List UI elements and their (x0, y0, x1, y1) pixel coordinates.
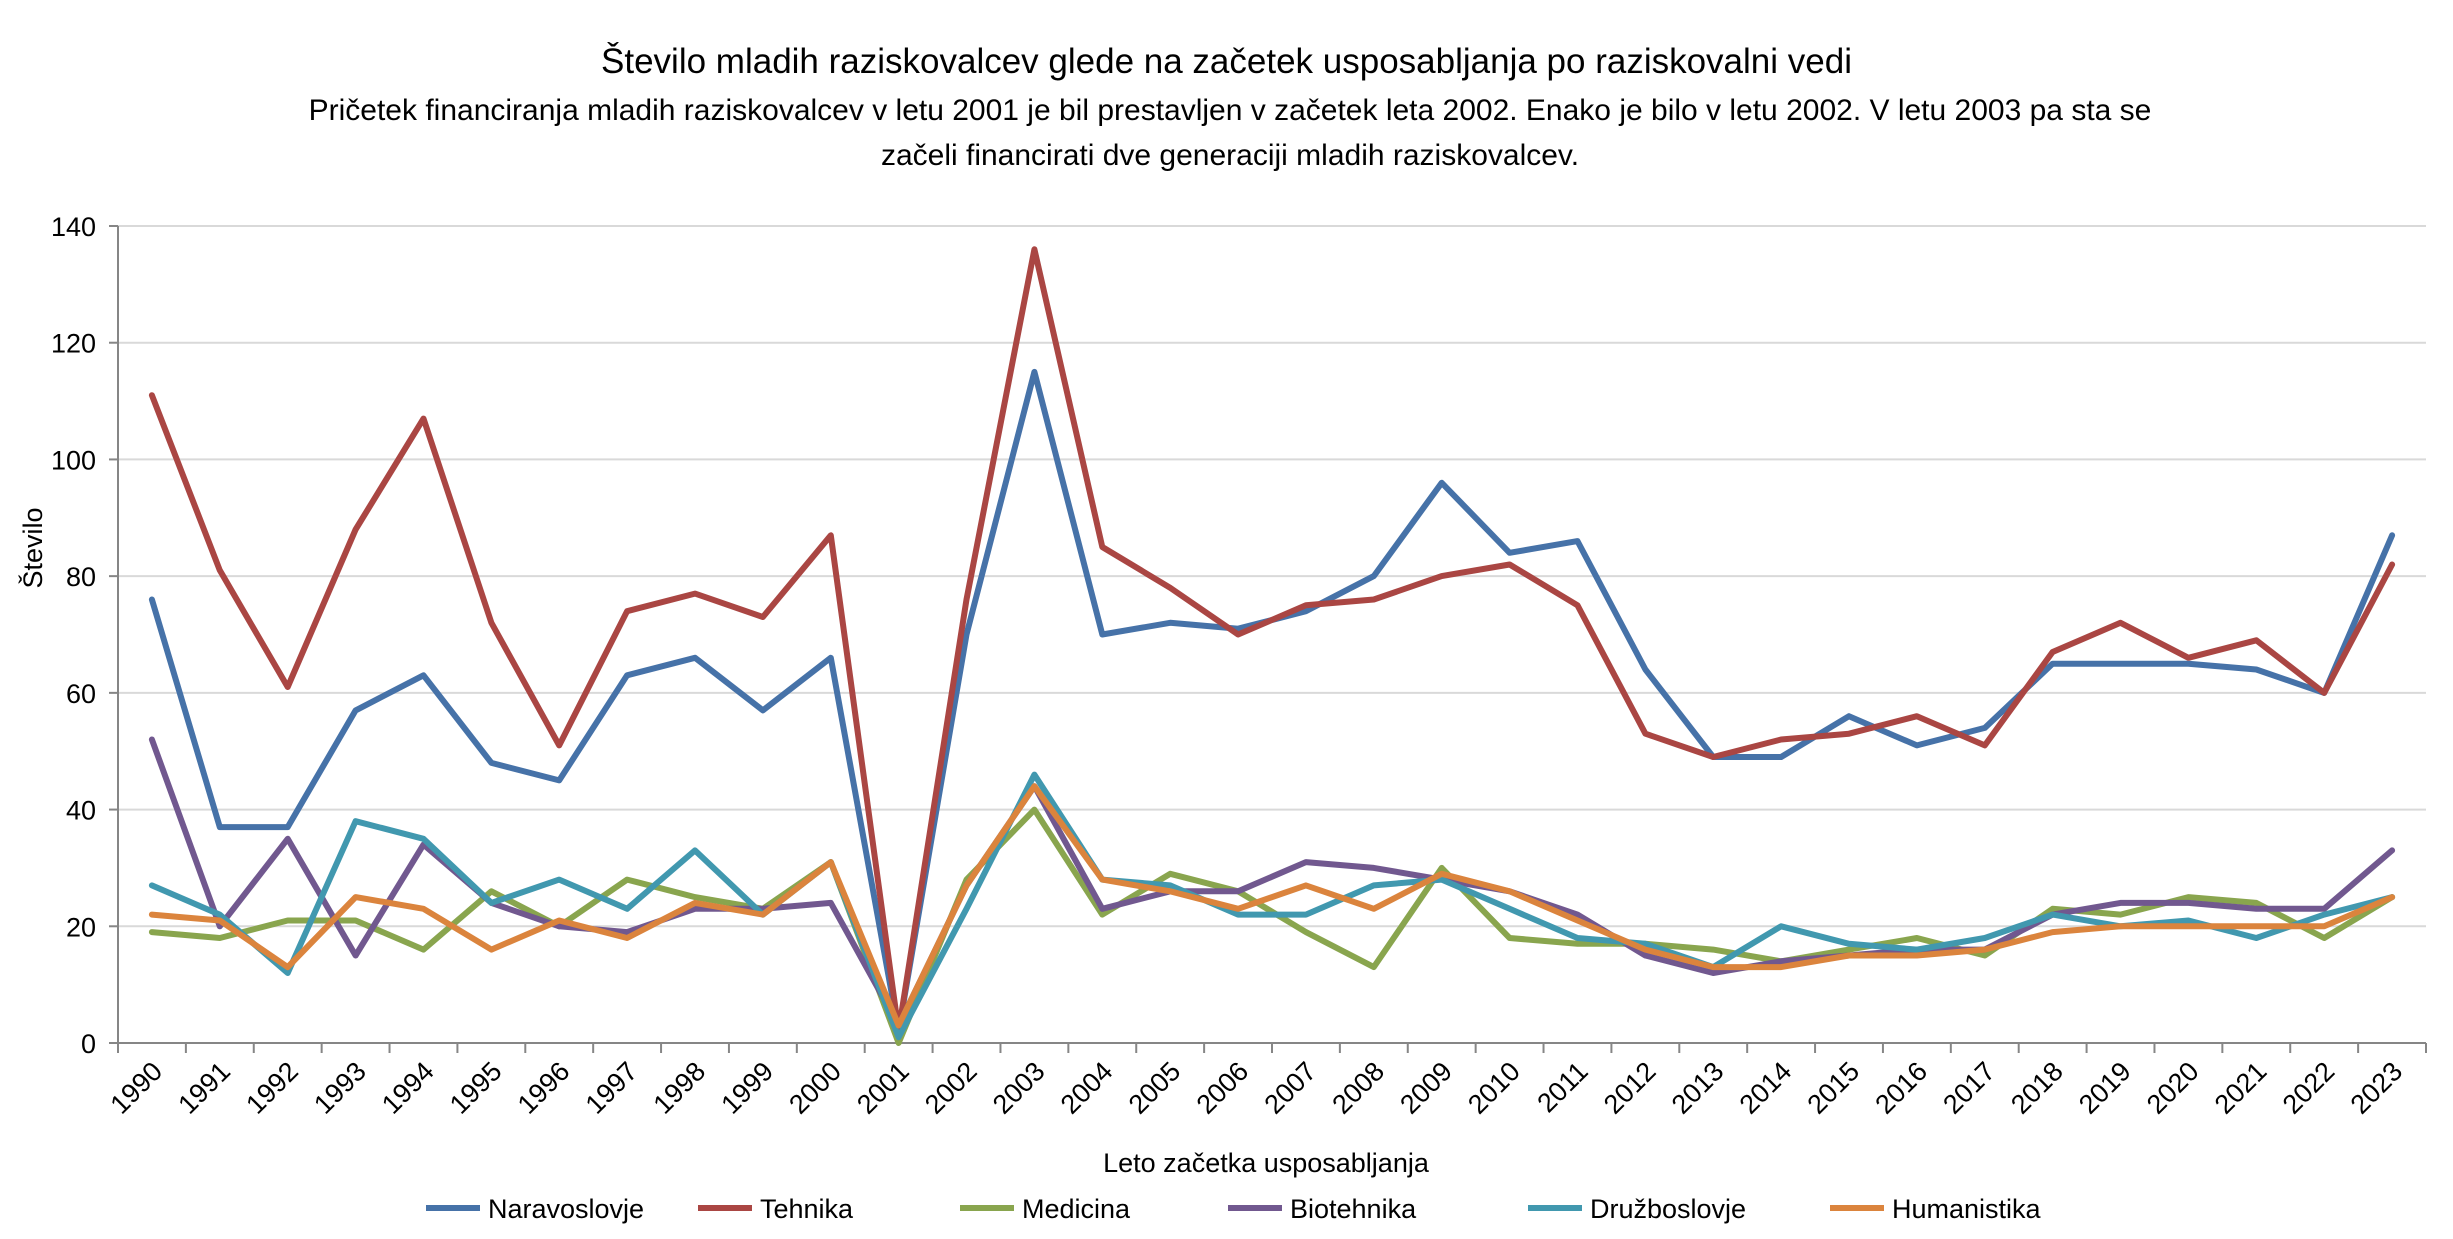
x-tick-label: 2019 (2073, 1056, 2137, 1120)
x-tick-label: 2004 (1055, 1056, 1119, 1120)
x-tick-label: 1991 (172, 1056, 236, 1120)
x-tick-label: 2023 (2345, 1056, 2409, 1120)
x-tick-label: 2003 (987, 1056, 1051, 1120)
legend-item-biotehnika: Biotehnika (1228, 1194, 1417, 1224)
x-tick-label: 2010 (1462, 1056, 1526, 1120)
x-tick-label: 2011 (1531, 1056, 1593, 1118)
x-tick-label: 2022 (2277, 1056, 2341, 1120)
y-axis-title: Število (17, 507, 48, 588)
x-tick-label: 2017 (1937, 1056, 2001, 1120)
x-tick-label: 2015 (1802, 1056, 1866, 1120)
x-tick-label: 2018 (2005, 1056, 2069, 1120)
y-tick-label: 20 (66, 912, 96, 942)
x-tick-label: 1990 (104, 1056, 168, 1120)
x-tick-label: 2005 (1123, 1056, 1187, 1120)
legend-item-naravoslovje: Naravoslovje (426, 1194, 644, 1224)
x-tick-label: 1995 (444, 1056, 508, 1120)
legend: Naravoslovje Tehnika Medicina Biotehnika Dru… (426, 1194, 2042, 1224)
x-tick-label: 2014 (1734, 1056, 1798, 1120)
y-tick-label: 0 (81, 1029, 96, 1059)
x-tick-label: 2006 (1191, 1056, 1255, 1120)
x-tick-label: 1998 (648, 1056, 712, 1120)
legend-label: Naravoslovje (488, 1194, 644, 1224)
series-line-tehnika (148, 246, 2396, 1035)
x-tick-label: 1996 (512, 1056, 576, 1120)
x-tick-label: 1994 (376, 1056, 440, 1120)
chart-subtitle: Pričetek financiranja mladih raziskovalc… (308, 94, 2152, 172)
legend-label: Humanistika (1892, 1194, 2042, 1224)
axes (109, 225, 2427, 1053)
series-line-biotehnika (148, 736, 2396, 1029)
series-line-družboslovje (148, 771, 2396, 1041)
legend-label: Biotehnika (1290, 1194, 1417, 1224)
series-line-humanistika (148, 783, 2396, 1029)
x-tick-label: 2021 (2209, 1056, 2273, 1120)
x-tick-label: 1999 (715, 1056, 779, 1120)
x-tick-label: 2007 (1258, 1056, 1322, 1120)
x-tick-label: 2016 (1869, 1056, 1933, 1120)
gridlines (118, 225, 2426, 928)
x-axis-ticks: 1990 1991 1992 1993 1994 1995 1996 1997 1998 1999… (104, 1056, 2408, 1120)
x-axis-title: Leto začetka usposabljanja (1103, 1148, 1430, 1178)
y-axis-ticks: 0 20 40 60 80 100 120 140 (51, 212, 96, 1059)
legend-item-družboslovje: Družboslovje (1528, 1194, 1746, 1224)
y-tick-label: 120 (51, 329, 96, 359)
y-tick-label: 60 (66, 679, 96, 709)
x-tick-label: 2002 (919, 1056, 983, 1120)
legend-label: Medicina (1022, 1194, 1131, 1224)
legend-label: Družboslovje (1590, 1194, 1746, 1224)
series-lines (148, 246, 2396, 1046)
x-tick-label: 2013 (1666, 1056, 1730, 1120)
y-tick-label: 140 (51, 212, 96, 242)
chart-title: Število mladih raziskovalcev glede na za… (601, 42, 1852, 81)
x-tick-label: 1997 (580, 1056, 644, 1120)
x-tick-label: 2008 (1326, 1056, 1390, 1120)
x-tick-label: 1993 (308, 1056, 372, 1120)
legend-label: Tehnika (760, 1194, 854, 1224)
y-tick-label: 100 (51, 445, 96, 475)
x-tick-label: 2020 (2141, 1056, 2205, 1120)
legend-item-tehnika: Tehnika (698, 1194, 854, 1224)
x-tick-label: 1992 (240, 1056, 304, 1120)
legend-item-humanistika: Humanistika (1830, 1194, 2042, 1224)
y-tick-label: 40 (66, 796, 96, 826)
x-tick-label: 2012 (1598, 1056, 1662, 1120)
y-tick-label: 80 (66, 562, 96, 592)
x-tick-label: 2000 (783, 1056, 847, 1120)
x-tick-label: 2001 (851, 1056, 915, 1120)
x-tick-label: 2009 (1394, 1056, 1458, 1120)
legend-item-medicina: Medicina (960, 1194, 1131, 1224)
